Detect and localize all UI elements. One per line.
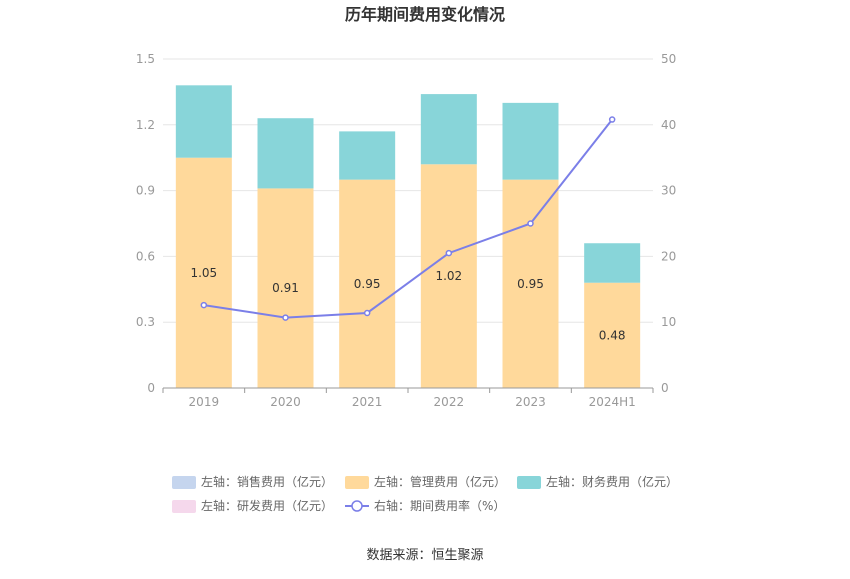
bar-segment bbox=[257, 118, 314, 189]
chart-title: 历年期间费用变化情况 bbox=[345, 5, 505, 24]
legend-swatch bbox=[345, 476, 369, 489]
bar-data-label: 1.05 bbox=[190, 266, 217, 280]
bar-data-label: 1.02 bbox=[435, 269, 462, 283]
expense-rate-point bbox=[608, 116, 616, 123]
y-right-tick-label: 10 bbox=[661, 315, 676, 329]
y-right-tick-label: 50 bbox=[661, 52, 676, 66]
y-right-tick-label: 20 bbox=[661, 249, 676, 263]
bar-segment bbox=[584, 243, 641, 283]
x-tick-label: 2024H1 bbox=[589, 395, 636, 409]
bar-segment bbox=[502, 102, 559, 180]
legend-label: 左轴：财务费用（亿元） bbox=[546, 474, 678, 489]
bar-segment bbox=[420, 164, 477, 388]
y-right-tick-label: 30 bbox=[661, 184, 676, 198]
bar-data-label: 0.48 bbox=[599, 328, 626, 342]
bar-data-label: 0.91 bbox=[272, 281, 299, 295]
bar-segment bbox=[420, 94, 477, 165]
bar-segment bbox=[175, 157, 232, 388]
legend-label: 右轴：期间费用率（%） bbox=[374, 498, 505, 513]
y-left-tick-label: 1.2 bbox=[136, 118, 155, 132]
bar-segment bbox=[502, 179, 559, 388]
legend-swatch bbox=[517, 476, 541, 489]
expense-rate-point bbox=[527, 220, 534, 227]
bar-data-label: 0.95 bbox=[354, 277, 381, 291]
x-tick-label: 2021 bbox=[352, 395, 383, 409]
y-left-tick-label: 0 bbox=[147, 381, 155, 395]
legend-swatch bbox=[172, 500, 196, 513]
bar-segment bbox=[339, 179, 396, 388]
expense-rate-point bbox=[282, 314, 289, 321]
bar-segment bbox=[339, 131, 396, 180]
expense-rate-line bbox=[203, 118, 613, 319]
x-tick-label: 2019 bbox=[189, 395, 220, 409]
x-tick-label: 2020 bbox=[270, 395, 301, 409]
legend-marker bbox=[351, 500, 363, 512]
expense-rate-point bbox=[200, 301, 208, 309]
bar-segment bbox=[584, 282, 641, 388]
x-tick-label: 2023 bbox=[515, 395, 546, 409]
bar-segment bbox=[175, 85, 232, 158]
y-left-tick-label: 0.6 bbox=[136, 249, 155, 263]
legend-swatch bbox=[172, 476, 196, 489]
y-left-tick-label: 0.3 bbox=[136, 315, 155, 329]
bar-segment bbox=[257, 188, 314, 388]
bar-data-label: 0.95 bbox=[517, 277, 544, 291]
y-right-tick-label: 0 bbox=[661, 381, 669, 395]
legend-label: 左轴：研发费用（亿元） bbox=[201, 498, 333, 513]
x-tick-label: 2022 bbox=[434, 395, 465, 409]
legend-label: 左轴：销售费用（亿元） bbox=[201, 474, 333, 489]
expense-rate-point bbox=[363, 309, 371, 317]
source-text: 数据来源：恒生聚源 bbox=[366, 548, 483, 563]
y-left-tick-label: 0.9 bbox=[136, 184, 155, 198]
y-right-tick-label: 40 bbox=[661, 118, 676, 132]
y-left-tick-label: 1.5 bbox=[136, 52, 155, 66]
expense-rate-point bbox=[445, 249, 453, 257]
legend-label: 左轴：管理费用（亿元） bbox=[374, 474, 506, 489]
